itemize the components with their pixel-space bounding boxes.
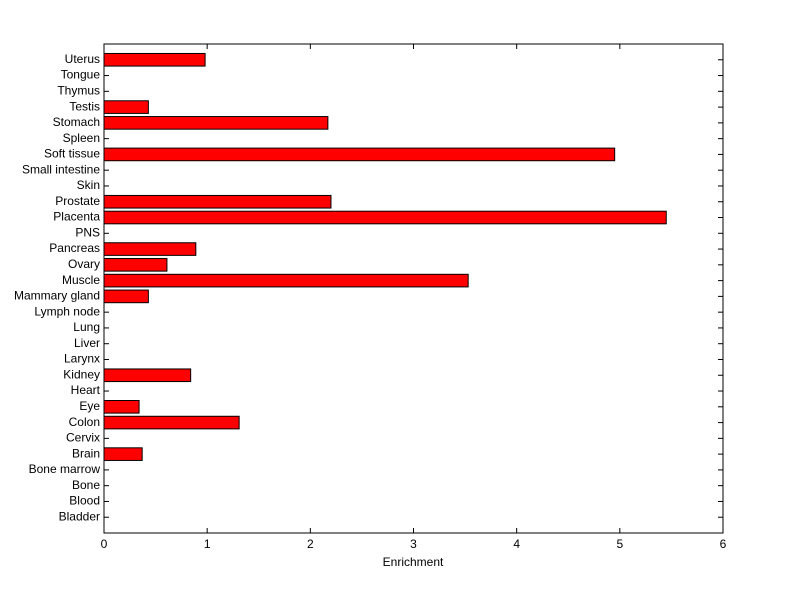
y-tick-label: Testis (69, 99, 100, 113)
y-tick-label: Stomach (53, 115, 100, 129)
y-tick-label: Mammary gland (14, 289, 100, 303)
x-tick-label: 4 (513, 537, 520, 551)
y-tick-label: Pancreas (49, 241, 100, 255)
bar (103, 399, 140, 414)
bar (103, 116, 329, 130)
y-tick-label: Eye (79, 399, 100, 413)
bar (103, 415, 240, 430)
x-tick-label: 1 (204, 537, 211, 551)
y-tick-label: PNS (75, 225, 100, 239)
x-tick-label: 2 (307, 537, 314, 551)
y-tick-label: Skin (77, 178, 100, 192)
y-tick-label: Uterus (65, 52, 100, 66)
bar (103, 210, 667, 225)
y-tick-label: Heart (71, 383, 101, 397)
bar (103, 52, 206, 67)
y-tick-label: Lung (73, 320, 100, 334)
y-tick-label: Thymus (57, 83, 100, 97)
y-tick-label: Kidney (63, 367, 100, 381)
bar (103, 447, 143, 461)
y-tick-label: Bladder (59, 509, 100, 523)
x-tick-label: 6 (720, 537, 727, 551)
x-axis-label: Enrichment (383, 555, 444, 569)
y-tick-label: Cervix (66, 431, 100, 445)
y-tick-label: Muscle (62, 273, 100, 287)
y-tick-label: Placenta (53, 210, 100, 224)
bar (103, 194, 332, 209)
bar (103, 368, 192, 383)
x-tick-label: 0 (101, 537, 108, 551)
y-tick-label: Prostate (55, 194, 100, 208)
bar (103, 289, 149, 304)
y-tick-label: Soft tissue (44, 147, 100, 161)
y-tick-label: Bone (72, 478, 100, 492)
y-tick-label: Liver (74, 336, 100, 350)
bar (103, 242, 197, 256)
bar (103, 258, 168, 272)
x-tick-label: 5 (616, 537, 623, 551)
x-tick-label: 3 (410, 537, 417, 551)
y-tick-label: Ovary (68, 257, 100, 271)
y-tick-label: Blood (69, 494, 100, 508)
y-tick-label: Brain (72, 446, 100, 460)
bar (103, 147, 616, 162)
y-tick-label: Small intestine (22, 162, 100, 176)
bar (103, 100, 149, 114)
y-tick-label: Colon (69, 415, 100, 429)
y-tick-label: Lymph node (34, 304, 100, 318)
bar (103, 273, 469, 288)
y-tick-label: Spleen (63, 131, 100, 145)
y-tick-label: Tongue (61, 68, 101, 82)
y-tick-label: Larynx (64, 352, 100, 366)
y-tick-label: Bone marrow (29, 462, 101, 476)
